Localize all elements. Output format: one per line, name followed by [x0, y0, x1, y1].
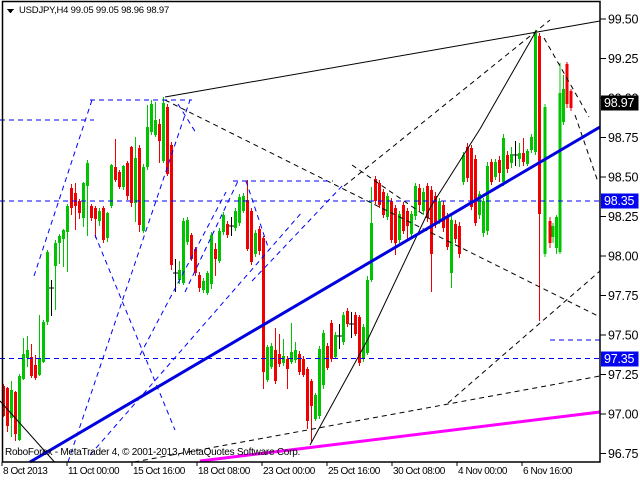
svg-text:25 Oct 16:00: 25 Oct 16:00 — [328, 466, 381, 477]
svg-text:6 Nov 16:00: 6 Nov 16:00 — [523, 466, 573, 477]
svg-text:30 Oct 08:00: 30 Oct 08:00 — [393, 466, 446, 477]
svg-text:USDJPY,H4 99.05 99.05 98.96 9: USDJPY,H4 99.05 99.05 98.96 98.97 — [19, 5, 169, 16]
svg-text:98.50: 98.50 — [608, 171, 639, 185]
svg-text:98.97: 98.97 — [604, 96, 635, 110]
svg-text:99.50: 99.50 — [608, 13, 639, 27]
svg-text:97.35: 97.35 — [604, 352, 635, 366]
svg-text:97.00: 97.00 — [608, 408, 639, 422]
svg-text:15 Oct 16:00: 15 Oct 16:00 — [133, 466, 186, 477]
svg-text:8 Oct 2013: 8 Oct 2013 — [3, 466, 48, 477]
svg-text:11 Oct 00:00: 11 Oct 00:00 — [68, 466, 120, 477]
svg-text:97.25: 97.25 — [608, 368, 639, 382]
svg-text:96.75: 96.75 — [608, 447, 639, 461]
svg-text:98.75: 98.75 — [608, 131, 639, 145]
svg-text:99.25: 99.25 — [608, 52, 639, 66]
svg-text:18 Oct 08:00: 18 Oct 08:00 — [198, 466, 251, 477]
svg-text:RoboForex - MetaTrader 4, © 20: RoboForex - MetaTrader 4, © 2001-2013, M… — [5, 447, 300, 458]
svg-text:4 Nov 00:00: 4 Nov 00:00 — [458, 466, 508, 477]
svg-text:97.75: 97.75 — [608, 289, 639, 303]
svg-text:98.25: 98.25 — [608, 210, 639, 224]
svg-text:98.35: 98.35 — [604, 194, 635, 208]
svg-text:97.50: 97.50 — [608, 329, 639, 343]
svg-text:23 Oct 00:00: 23 Oct 00:00 — [263, 466, 316, 477]
svg-text:98.00: 98.00 — [608, 250, 639, 264]
